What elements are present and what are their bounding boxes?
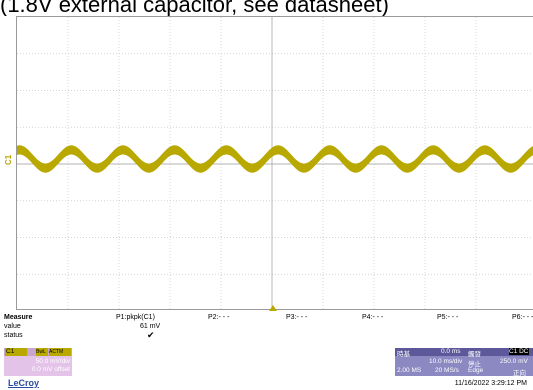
trigger-slope: 正向 [513, 370, 526, 377]
channel-tag: C1 [5, 348, 27, 356]
trigger-label: 觸發 [468, 351, 481, 358]
channel-c1-descriptor[interactable]: C1 BwL ACTM 50.0 mV/div 0.0 mV offset [4, 348, 72, 376]
channel-offset: 0.0 mV offset [31, 366, 70, 373]
trigger-position-marker[interactable] [269, 305, 277, 311]
trigger-mode: 停止 [468, 361, 481, 368]
descriptor-header [395, 348, 533, 356]
param-p4-name[interactable]: P4:- - - [362, 314, 384, 321]
param-p5-name[interactable]: P5:- - - [437, 314, 459, 321]
param-p6-name[interactable]: P6:- - - [512, 314, 533, 321]
timebase-samples: 2.00 MS [397, 367, 422, 374]
channel-marker-c1[interactable]: C1 [4, 154, 13, 165]
trigger-type: Edge [468, 367, 484, 374]
channel-scale: 50.0 mV/div [35, 358, 70, 365]
timestamp: 11/16/2022 3:29:12 PM [454, 380, 527, 387]
bandwidth-limit-badge: BwL [36, 348, 48, 356]
status-label: status [4, 332, 23, 339]
param-p3-name[interactable]: P3:- - - [286, 314, 308, 321]
trigger-source: C1 DC [509, 348, 529, 355]
param-p1-status-icon: ✔ [147, 330, 155, 340]
trigger-level: 250.0 mV [500, 358, 528, 365]
timebase-scale: 10.0 ms/div [429, 358, 463, 365]
channel-c1-trace [17, 145, 533, 173]
timebase-label: 時基 [397, 351, 410, 358]
timebase-rate: 20 MS/s [435, 367, 459, 374]
ac-coupling-badge: ACTM [49, 348, 71, 356]
measure-header-row: Measure P1:pkpk(C1) P2:- - - P3:- - - P4… [4, 313, 533, 322]
measure-title[interactable]: Measure [4, 314, 33, 321]
param-p1-name[interactable]: P1:pkpk(C1) [116, 314, 155, 321]
waveform-display [17, 17, 533, 311]
value-label: value [4, 323, 21, 330]
measure-value-row: value 61 mV [4, 322, 533, 331]
page-title: (1.8V external capacitor, see datasheet) [0, 0, 389, 16]
timebase-trigger-descriptor[interactable]: 時基 0.0 ms 觸發 C1 DC 10.0 ms/div 停止 250.0 … [395, 348, 533, 377]
measure-panel: Measure P1:pkpk(C1) P2:- - - P3:- - - P4… [4, 313, 533, 347]
measure-status-row: status ✔ [4, 331, 533, 340]
timebase-delay: 0.0 ms [441, 348, 461, 355]
lecroy-logo: LeCroy [8, 378, 40, 388]
oscilloscope-grid[interactable] [16, 16, 533, 311]
param-p2-name[interactable]: P2:- - - [208, 314, 230, 321]
param-p1-value: 61 mV [140, 323, 161, 330]
